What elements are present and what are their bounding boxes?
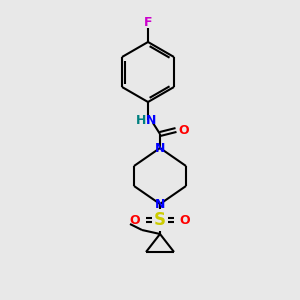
Text: O: O bbox=[179, 124, 189, 136]
Text: S: S bbox=[154, 211, 166, 229]
Text: O: O bbox=[130, 214, 140, 226]
Text: O: O bbox=[180, 214, 190, 226]
Text: F: F bbox=[144, 16, 152, 28]
Text: N: N bbox=[155, 142, 165, 154]
Text: H: H bbox=[136, 115, 146, 128]
Text: N: N bbox=[146, 115, 156, 128]
Text: N: N bbox=[155, 197, 165, 211]
